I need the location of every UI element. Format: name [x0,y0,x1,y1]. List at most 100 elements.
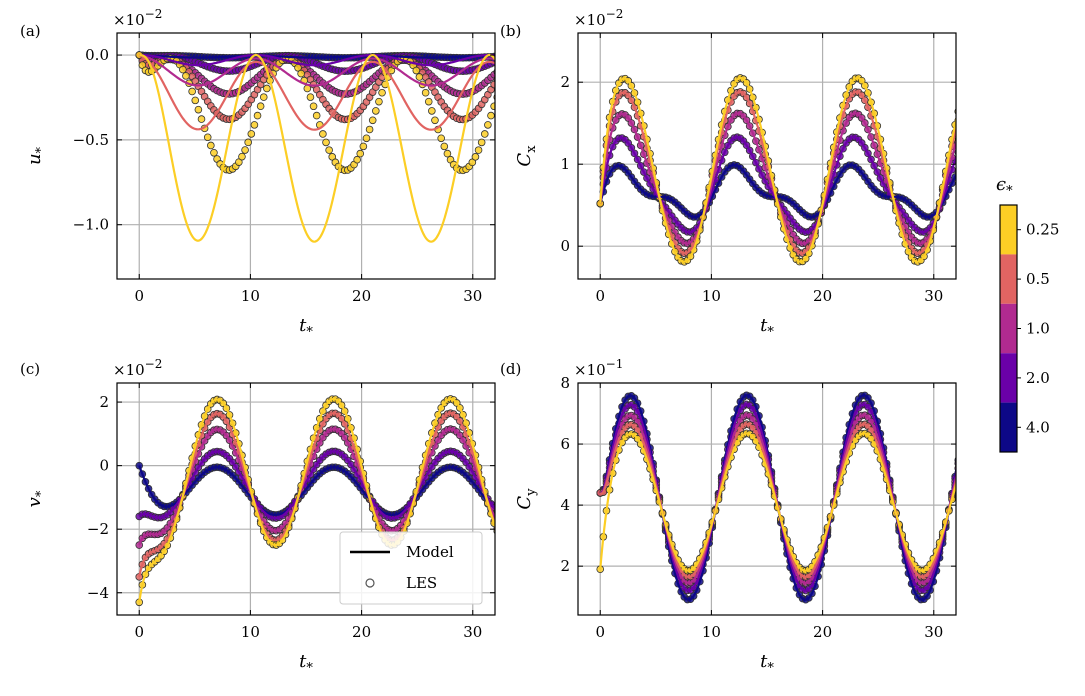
model-line-0.5 [599,423,956,578]
series-group [135,51,504,243]
les-point [309,102,318,111]
y-tick-label: −0.5 [73,131,109,149]
model-line-0.5 [138,54,495,131]
colorbar-title: ϵ* [996,174,1013,199]
model-line-1.0 [138,54,495,87]
les-point [259,93,268,101]
panel-d: 0 10 20 30 2 4 6 8 (d) ×10−1 t* Cy [500,357,965,676]
les-point [490,80,495,89]
colorbar-band-0.25 [1000,205,1017,255]
y-axis-label: Cy [514,488,539,510]
model-line-4.0 [139,53,495,59]
x-tick-label: 30 [463,623,482,641]
panel-label: (a) [20,22,41,40]
les-point [182,72,190,80]
y-tick-label: −1.0 [73,216,109,234]
model-line-0.25 [599,432,956,572]
y-tick-label: 6 [560,435,570,453]
colorbar-band-0.5 [1000,254,1017,304]
les-point [194,105,203,114]
axes-frame [577,32,957,280]
y-tick-label: −4 [87,584,109,602]
scale-label: ×10−2 [113,357,162,379]
y-axis-label: Cx [514,145,539,167]
colorbar-tick-label: 1.0 [1026,320,1050,338]
les-point [241,146,249,154]
y-tick-label: 0 [99,457,109,475]
panel-a: 0 10 20 30 0.0 −0.5 −1.0 (a) ×10−2 t* u* [20,7,504,340]
x-tick-label: 20 [352,287,371,305]
model-line-1.0 [138,427,495,546]
scale-label: ×10−1 [574,357,623,379]
les-point [958,165,965,172]
series-group [596,391,965,604]
les-point [477,138,486,147]
legend-les-swatch [365,578,375,588]
les-point [440,142,449,151]
les-point [203,133,212,142]
colorbar-tick-label: 2.0 [1026,369,1050,387]
axes-frame [116,382,496,616]
y-tick-label: 0.0 [85,46,109,64]
y-tick-label: −2 [87,520,109,538]
colorbar-band-1.0 [1000,303,1017,354]
x-axis-label: t* [299,315,313,340]
les-point [437,134,445,143]
x-tick-label: 0 [595,623,605,641]
scale-label: ×10−2 [574,7,623,29]
les-point [474,146,483,154]
les-point [238,152,246,161]
les-point [247,130,256,138]
les-point [497,71,504,78]
les-point [497,534,504,541]
x-axis-label: t* [760,315,774,340]
legend-les-label: LES [406,574,437,592]
panel-label: (b) [500,22,521,40]
les-point [958,123,965,130]
les-point [497,522,504,529]
les-point [256,102,265,111]
les-series-0.25 [135,51,495,175]
model-line-0.25 [139,53,495,243]
les-point [297,69,305,78]
les-point [412,66,421,75]
les-point [958,446,965,453]
axes-frame [577,382,957,616]
les-point [497,511,504,518]
colorbar-band-4.0 [1000,402,1017,452]
x-tick-label: 30 [463,287,482,305]
les-point [958,452,965,459]
les-point [958,441,965,448]
x-tick-label: 30 [924,287,943,305]
ticks: 0 10 20 30 2 4 6 8 [560,374,956,641]
x-tick-label: 10 [241,287,260,305]
les-point [210,148,218,157]
y-tick-label: 2 [99,393,109,411]
les-point [471,153,480,161]
model-line-0.25 [599,76,956,263]
les-point [356,149,365,158]
les-point [958,97,965,104]
les-point [306,93,315,101]
les-point [497,53,504,60]
axes-frame [116,32,496,280]
series-group [596,74,965,266]
les-point [250,121,259,129]
les-point [197,115,206,123]
ticks: 0 10 20 30 0.0 −0.5 −1.0 [73,33,495,305]
les-point [480,130,489,138]
y-axis-label: u* [24,146,49,165]
model-line-2.0 [138,450,495,520]
les-point [372,107,380,115]
model-line-2.0 [139,53,495,67]
les-point [365,125,374,134]
les-point [207,141,215,150]
y-tick-label: 4 [560,496,570,514]
les-point [958,463,965,470]
les-point [424,97,433,106]
x-tick-label: 30 [924,623,943,641]
scale-label: ×10−2 [113,7,162,29]
les-point [322,138,330,147]
